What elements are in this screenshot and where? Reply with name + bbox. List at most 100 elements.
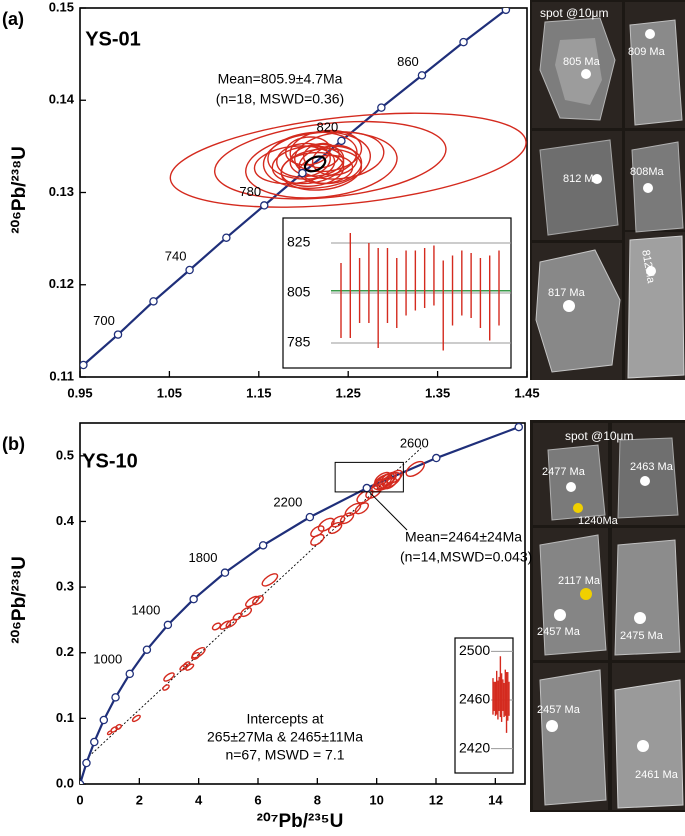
y-axis-label: ²⁰⁶Pb/²³⁸U [9,556,30,644]
error-ellipse [280,151,345,187]
y-tick-label: 0.11 [49,368,74,383]
plot-area [80,8,527,370]
spot [592,174,602,184]
zircon-grain [539,534,607,656]
x-tick-label: 0.95 [67,385,92,400]
spot-age: 2117 Ma [558,575,601,587]
error-ellipse [213,120,447,200]
error-ellipse [211,622,222,631]
x-tick-label: 14 [488,792,503,807]
spot [646,266,656,276]
panel-label: (a) [2,9,24,29]
x-tick-label: 2 [136,792,143,807]
zircon-grain [539,139,619,236]
concordia-marker [432,453,441,463]
x-tick-label: 1.45 [514,385,539,400]
x-tick-label: 1.35 [425,385,450,400]
y-tick-label: 0.13 [49,184,74,199]
inset-tick-label: 785 [287,334,311,350]
cl-caption: spot @10μm [565,429,633,443]
spot-age: 2461 Ma [635,769,679,781]
error-ellipse [261,573,279,587]
cl-panel: spot @10μm 2477 Ma 1240Ma 2463 Ma 2117 M… [530,420,685,812]
error-ellipse [182,661,191,668]
age-label: 860 [397,54,419,69]
age-label: 1400 [131,602,160,617]
spot-age: 812Ma [639,249,657,285]
x-tick-label: 12 [429,792,443,807]
concordia-marker [90,737,99,747]
concordia-marker [298,168,307,178]
x-tick-label: 4 [195,792,203,807]
concordia-marker [99,715,109,725]
age-label: 1000 [93,651,122,666]
annotation: Mean=805.9±4.7Ma [218,71,343,87]
error-ellipse [330,515,346,528]
x-axis-label: ²⁰⁷Pb/²³⁵U [257,811,344,832]
spot [581,69,591,79]
spot-age: 808Ma [630,166,665,178]
concordia-marker [185,265,194,275]
concordia-marker [501,8,511,15]
zircon-grain [627,235,685,379]
error-ellipse [356,489,374,504]
error-ellipse [294,131,385,180]
concordia-marker [337,136,346,146]
y-tick-label: 0.15 [49,0,74,14]
y-tick-label: 0.12 [49,276,74,291]
concordia-marker [514,423,524,432]
concordia-marker [377,103,386,112]
cl-panel: spot @10μm 805 Ma 809 Ma 812 Ma 808Ma 81… [530,0,685,380]
x-tick-label: 1.15 [246,385,271,400]
x-tick-label: 6 [254,792,261,807]
y-tick-label: 0.5 [56,447,74,462]
zircon-zone [555,38,602,105]
error-ellipse [354,502,370,515]
age-label: 740 [165,248,187,263]
sample-title: YS-01 [85,28,141,50]
zircon-grain [539,669,607,806]
spot-age: 812 Ma [563,173,601,185]
inset-tick-label: 825 [287,234,311,250]
inset-tick-label: 805 [287,284,311,300]
leader-line [368,491,408,531]
error-ellipse [179,663,189,671]
age-label: 2600 [400,435,429,450]
annotation: (n=14,MSWD=0.043) [400,549,532,565]
spot [634,612,646,624]
mean-ellipse [303,155,327,173]
error-ellipse [191,646,206,659]
error-ellipse [289,129,363,173]
annotation: n=67, MSWD = 7.1 [225,747,344,763]
concordia-marker [305,512,315,522]
error-ellipse [162,684,170,691]
error-ellipse [276,142,331,178]
y-tick-label: 0.0 [56,775,74,790]
annotation: Mean=2464±24Ma [405,529,522,545]
concordia-marker [260,201,269,210]
concordia-marker [189,594,198,604]
error-ellipse [253,145,336,185]
inset-tick-label: 2460 [459,691,490,707]
spot-age: 817 Ma [548,287,586,299]
zircon-grain [535,249,621,373]
concordia-marker [80,779,85,784]
concordia-marker [362,483,372,493]
spot-age: 809 Ma [628,46,666,58]
y-tick-label: 0.3 [56,579,74,594]
error-ellipse [310,525,325,538]
error-ellipse [252,595,264,606]
y-tick-label: 0.4 [56,513,75,528]
spot [546,720,558,732]
plot-frame [79,422,526,785]
spot-age: 2475 Ma [620,630,664,642]
concordia-marker [80,360,88,370]
error-ellipse [375,472,396,489]
x-tick-label: 8 [314,792,321,807]
inset-tick-label: 2500 [459,642,490,658]
spot [637,740,649,752]
concordia-marker [220,568,230,577]
y-tick-label: 0.1 [56,710,74,725]
concordia-marker [82,758,91,768]
